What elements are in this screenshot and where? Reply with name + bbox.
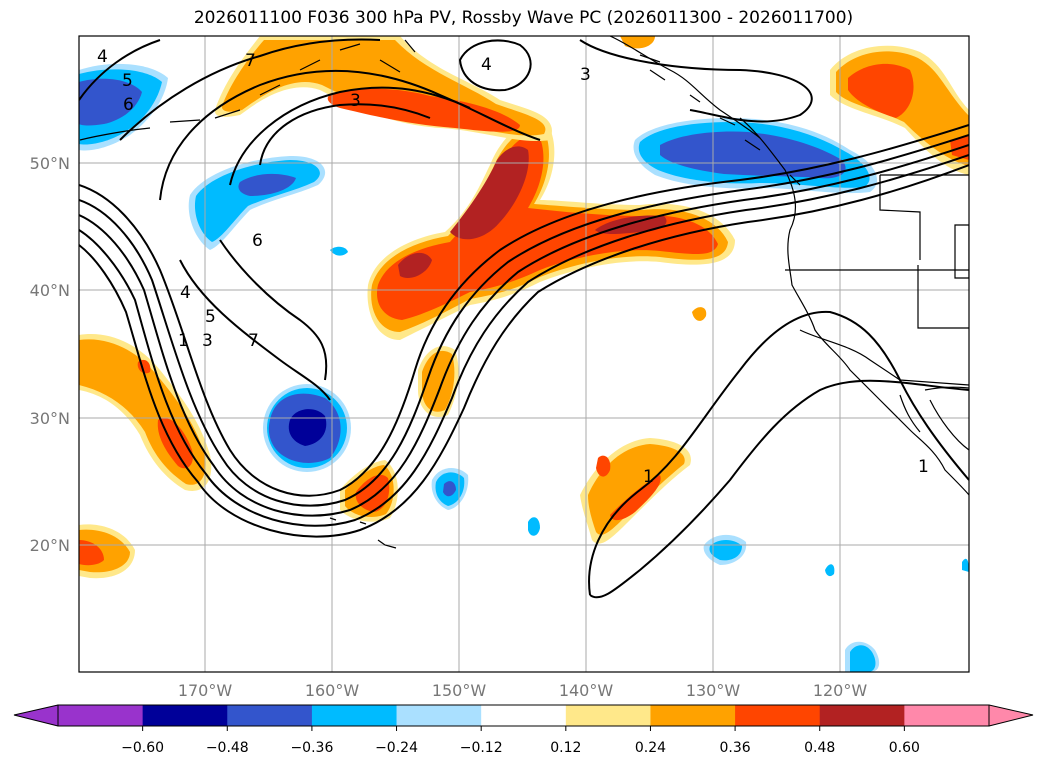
svg-text:3: 3	[202, 331, 213, 351]
colorbar: −0.60 −0.48 −0.36 −0.24 −0.12 0.12 0.24 0.36 0.4…	[13, 704, 1034, 756]
colorbar-extend-low	[14, 705, 58, 726]
svg-text:4: 4	[481, 55, 492, 75]
svg-text:30°N: 30°N	[30, 409, 70, 428]
colorbar-segment	[650, 705, 736, 726]
svg-text:4: 4	[97, 47, 108, 67]
colorbar-segment	[58, 705, 144, 726]
colorbar-segment	[227, 705, 313, 726]
colorbar-tick-label: −0.36	[290, 740, 333, 756]
latitude-labels: 50°N 40°N 30°N 20°N	[30, 154, 70, 555]
colorbar-segment	[735, 705, 821, 726]
svg-text:1: 1	[643, 467, 654, 487]
colorbar-extend-high	[989, 705, 1033, 726]
colorbar-segment	[565, 705, 651, 726]
map-frame	[78, 35, 970, 673]
svg-text:6: 6	[252, 231, 263, 251]
longitude-labels: 170°W 160°W 150°W 140°W 130°W 120°W	[178, 681, 868, 700]
svg-text:50°N: 50°N	[30, 154, 70, 173]
colorbar-tick-label: −0.48	[206, 740, 249, 756]
colorbar-segment	[904, 705, 990, 726]
graticule	[79, 36, 969, 672]
colorbar-frame	[57, 704, 990, 727]
svg-text:160°W: 160°W	[305, 681, 360, 700]
svg-text:6: 6	[123, 95, 134, 115]
colorbar-tick-label: 0.48	[804, 740, 835, 756]
colorbar-segment	[142, 705, 228, 726]
colorbar-tick-label: −0.24	[375, 740, 418, 756]
colorbar-segment	[481, 705, 567, 726]
coastlines	[79, 36, 969, 549]
svg-text:40°N: 40°N	[30, 281, 70, 300]
svg-text:150°W: 150°W	[432, 681, 487, 700]
colorbar-tick-label: 0.12	[550, 740, 581, 756]
map-title: 2026011100 F036 300 hPa PV, Rossby Wave …	[193, 8, 854, 28]
colorbar-tick-label: −0.60	[121, 740, 164, 756]
colorbar-tick-label: 0.36	[720, 740, 751, 756]
contour-labels: 4 5 6 7 3 4 3 6 4 5 7 1 3 1 1	[97, 47, 929, 487]
colorbar-segment	[396, 705, 482, 726]
svg-text:120°W: 120°W	[813, 681, 868, 700]
svg-text:7: 7	[248, 331, 259, 351]
svg-text:5: 5	[122, 71, 133, 91]
colorbar-segment	[311, 705, 398, 726]
svg-text:1: 1	[178, 331, 189, 351]
colorbar-tick-label: 0.60	[889, 740, 920, 756]
colorbar-tick-label: −0.12	[460, 740, 503, 756]
colorbar-segment	[819, 705, 905, 726]
svg-text:20°N: 20°N	[30, 536, 70, 555]
svg-text:4: 4	[180, 283, 191, 303]
svg-text:1: 1	[918, 457, 929, 477]
pv-contours	[79, 38, 969, 599]
svg-text:3: 3	[580, 65, 591, 85]
svg-text:7: 7	[245, 51, 256, 71]
svg-text:130°W: 130°W	[686, 681, 741, 700]
svg-text:5: 5	[205, 307, 216, 327]
svg-text:170°W: 170°W	[178, 681, 233, 700]
colorbar-tick-label: 0.24	[635, 740, 666, 756]
svg-text:3: 3	[350, 91, 361, 111]
svg-text:140°W: 140°W	[559, 681, 614, 700]
